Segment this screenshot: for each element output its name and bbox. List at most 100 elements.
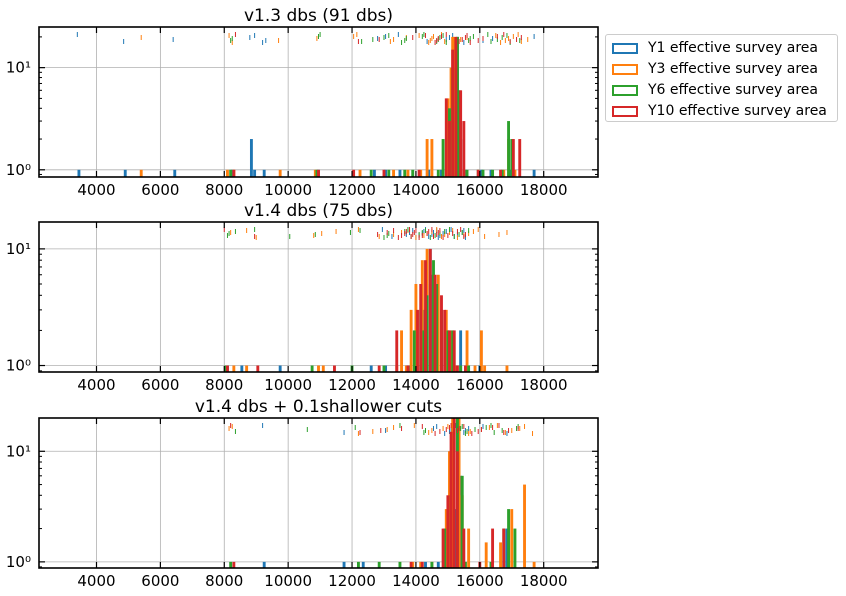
histogram-bar [510, 509, 514, 568]
histogram-bar [424, 561, 427, 568]
chart-title: v1.3 dbs (91 dbs) [244, 6, 393, 26]
histogram-bar [513, 169, 517, 177]
histogram-bar [489, 169, 493, 177]
histogram-bar [382, 365, 386, 372]
histogram-bar [448, 330, 451, 372]
series-3 [229, 32, 521, 177]
histogram-bar [342, 561, 346, 568]
histogram-bar [513, 528, 517, 568]
histogram-bar [481, 169, 485, 177]
histogram-bar [398, 561, 402, 568]
histogram-bar [173, 169, 177, 177]
legend-label-y6: Y6 effective survey area [648, 82, 818, 98]
histogram-bar [422, 330, 426, 372]
histogram-bar [432, 260, 435, 372]
histogram-bar [420, 561, 424, 568]
x-tick-label: 14000 [392, 376, 440, 394]
histogram-bar [473, 365, 477, 372]
histogram-bar [411, 561, 415, 568]
histogram-bar [499, 542, 503, 568]
histogram-bar [467, 528, 471, 568]
histogram-bar [444, 98, 448, 177]
histogram-bar [440, 169, 443, 177]
histogram-bar [459, 330, 463, 372]
histogram-bar [224, 365, 228, 372]
x-tick-label: 6000 [141, 181, 179, 199]
histogram-bar [499, 169, 503, 177]
histogram-bar [356, 561, 360, 568]
histogram-bar [245, 365, 249, 372]
histogram-bar [361, 561, 365, 568]
histogram-bar [489, 561, 493, 568]
histogram-bar [459, 90, 463, 177]
legend-label-y10: Y10 effective survey area [648, 103, 827, 119]
histogram-bar [262, 169, 266, 177]
histogram-bar [278, 365, 282, 372]
histogram-bar [465, 169, 469, 177]
histogram-bar [226, 365, 229, 372]
legend: Y1 effective survey area Y3 effective su… [605, 34, 838, 122]
histogram-bar [430, 274, 434, 372]
histogram-bar [409, 309, 413, 372]
histogram-bar [406, 365, 410, 372]
histogram-bar [446, 98, 450, 177]
x-tick-label: 8000 [205, 181, 243, 199]
legend-label-y1: Y1 effective survey area [648, 40, 818, 56]
x-tick-label: 16000 [456, 572, 504, 590]
x-tick-label: 18000 [520, 376, 568, 394]
histogram-bar [249, 139, 253, 177]
histogram-bar [417, 169, 421, 177]
histogram-bar [352, 169, 356, 177]
histogram-bar [449, 431, 453, 568]
histogram-bar [232, 169, 236, 177]
histogram-bar [419, 283, 423, 372]
x-tick-label: 16000 [456, 181, 504, 199]
histogram-bar [451, 418, 455, 568]
legend-label-y3: Y3 effective survey area [648, 61, 818, 77]
histogram-bar [457, 418, 461, 568]
series-1 [76, 32, 536, 177]
histogram-bar [443, 528, 447, 568]
histogram-bar [278, 169, 282, 177]
histogram-bar [444, 509, 448, 568]
y-tick-label: 10⁰ [6, 357, 31, 375]
histogram-bar [505, 365, 509, 372]
histogram-bar [507, 509, 510, 568]
series-4 [230, 418, 519, 568]
histogram-bar [358, 169, 362, 177]
x-tick-label: 6000 [141, 572, 179, 590]
histogram-bar [392, 169, 396, 177]
y-tick-label: 10¹ [6, 442, 31, 460]
histogram-bar [456, 365, 459, 372]
histogram-bar [443, 309, 447, 372]
histogram-bar [463, 365, 467, 372]
histogram-bar [321, 365, 325, 372]
histogram-bar [444, 309, 448, 372]
subplot-1: 4000 6000 8000 10000 12000 14000 16000 18000 10⁰… [6, 6, 599, 199]
series-1 [262, 423, 509, 568]
x-tick-label: 18000 [520, 572, 568, 590]
legend-item-y1: Y1 effective survey area [612, 38, 818, 58]
histogram-bar [229, 169, 233, 177]
legend-item-y6: Y6 effective survey area [612, 80, 818, 100]
x-tick-label: 8000 [205, 572, 243, 590]
histogram-bar [467, 365, 471, 372]
histogram-bar [451, 330, 455, 372]
series-4 [223, 227, 467, 372]
legend-item-y10: Y10 effective survey area [612, 101, 827, 121]
histogram-bar [400, 330, 403, 372]
histogram-bar [123, 169, 127, 177]
histogram-bar [377, 365, 381, 372]
x-tick-label: 8000 [205, 376, 243, 394]
histogram-bar [476, 169, 480, 177]
series-2 [228, 418, 536, 568]
histogram-bar [430, 139, 434, 177]
x-tick-label: 14000 [392, 181, 440, 199]
x-tick-label: 14000 [392, 572, 440, 590]
histogram-bar [448, 121, 451, 177]
histogram-bar [532, 561, 536, 568]
histogram-bar [456, 36, 459, 177]
histogram-bar [333, 365, 336, 372]
histogram-bar [428, 248, 432, 372]
